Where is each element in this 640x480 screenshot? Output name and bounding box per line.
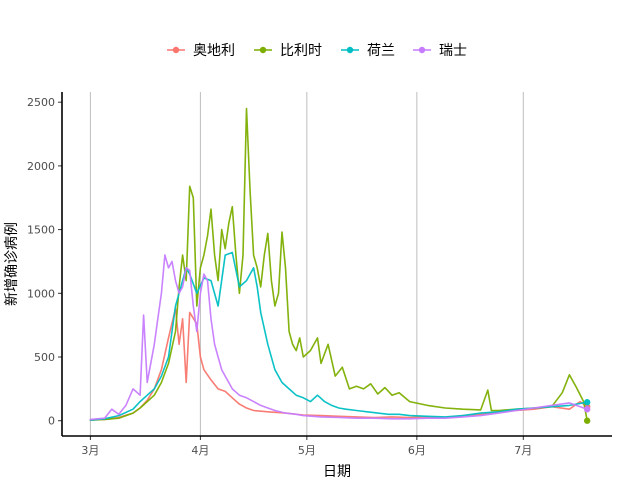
legend-key-marker-2 (346, 46, 354, 54)
legend-label-1: 比利时 (280, 43, 322, 59)
series-lines (89, 107, 591, 424)
y-tick-label-5: 2500 (27, 96, 55, 109)
x-tick-label-0: 3月 (81, 444, 99, 457)
series-end-marker-1 (583, 417, 591, 424)
legend-key-marker-1 (259, 46, 267, 54)
y-axis-title: 新增确诊病例 (4, 222, 20, 306)
series-line-0 (89, 307, 588, 421)
legend-key-marker-0 (172, 46, 180, 54)
series-line-2 (89, 251, 588, 421)
y-tick-label-4: 2000 (27, 160, 55, 173)
legend: 奥地利 比利时 荷兰 瑞士 (167, 42, 467, 59)
y-tick-label-1: 500 (34, 351, 55, 364)
legend-label-2: 荷兰 (367, 43, 395, 59)
x-tick-label-1: 4月 (191, 444, 209, 457)
legend-label-0: 奥地利 (193, 42, 235, 59)
series-end-marker-2 (583, 399, 591, 406)
x-axis-title: 日期 (323, 464, 351, 480)
legend-item-3: 瑞士 (413, 43, 467, 59)
x-tick-label-2: 5月 (298, 444, 316, 457)
legend-item-0: 奥地利 (167, 42, 235, 59)
series-line-3 (89, 254, 588, 421)
x-tick-label-4: 7月 (514, 444, 532, 457)
series-line-1 (89, 107, 588, 422)
x-tick-label-3: 6月 (408, 444, 426, 457)
series-end-marker-3 (583, 406, 591, 413)
legend-item-2: 荷兰 (341, 43, 395, 59)
legend-item-1: 比利时 (254, 43, 322, 59)
legend-key-marker-3 (418, 46, 426, 54)
legend-label-3: 瑞士 (439, 43, 467, 59)
y-tick-label-2: 1000 (27, 287, 55, 300)
y-tick-label-0: 0 (48, 415, 55, 428)
grid (89, 92, 524, 436)
y-tick-label-3: 1500 (27, 224, 55, 237)
axes: 3月 4月 5月 6月 7月 0 500 1000 1500 2000 2500 (27, 92, 612, 457)
